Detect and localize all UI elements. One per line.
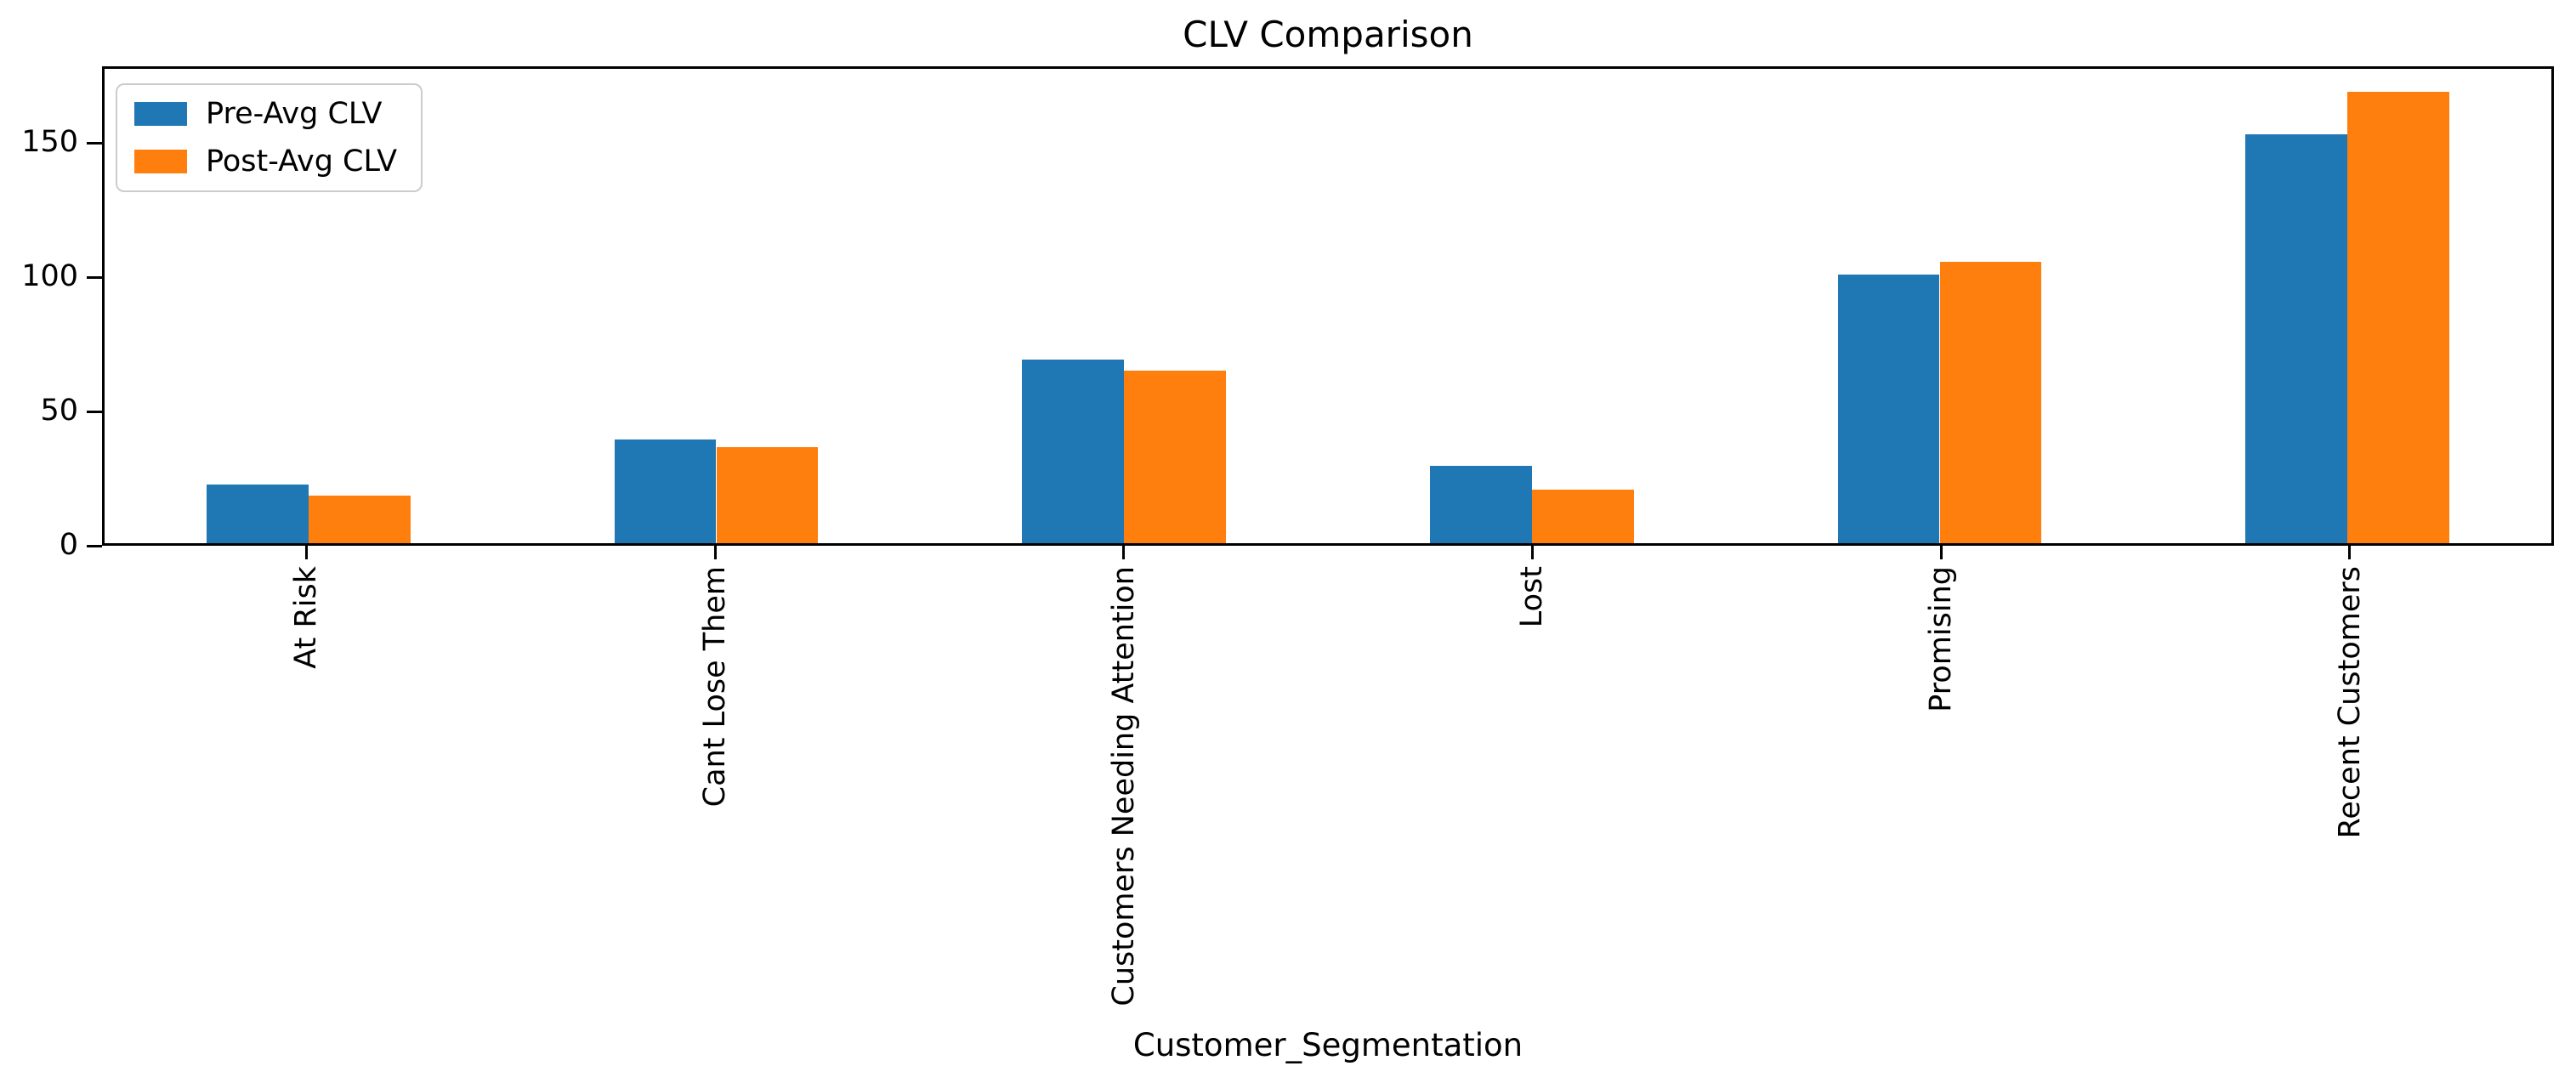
bar-post-avg-clv-4 xyxy=(1939,261,2042,543)
bar-post-avg-clv-3 xyxy=(1531,490,1634,543)
legend-label-post: Post-Avg CLV xyxy=(206,145,398,179)
bar-post-avg-clv-1 xyxy=(716,447,819,543)
x-tick-mark-5 xyxy=(2348,546,2352,559)
x-tick-label-2: Customers Needing Attention xyxy=(1106,566,1141,1006)
x-tick-label-3: Lost xyxy=(1515,566,1550,628)
bar-pre-avg-clv-2 xyxy=(1022,360,1125,543)
bar-post-avg-clv-2 xyxy=(1124,370,1227,543)
bar-pre-avg-clv-0 xyxy=(206,485,309,543)
bar-pre-avg-clv-5 xyxy=(2245,133,2348,543)
y-tick-label-2: 100 xyxy=(21,259,78,294)
x-tick-mark-2 xyxy=(1122,546,1126,559)
y-tick-label-0: 0 xyxy=(59,528,78,562)
x-tick-label-4: Promising xyxy=(1924,566,1958,712)
y-tick-label-3: 150 xyxy=(21,125,78,160)
chart-title: CLV Comparison xyxy=(1183,14,1473,55)
bar-pre-avg-clv-1 xyxy=(614,439,717,543)
x-tick-mark-3 xyxy=(1530,546,1534,559)
y-tick-mark-3 xyxy=(87,141,102,145)
legend-entry-0: Pre-Avg CLV xyxy=(134,97,397,131)
bar-pre-avg-clv-4 xyxy=(1837,275,1940,543)
y-tick-mark-2 xyxy=(87,275,102,279)
legend-label-pre: Pre-Avg CLV xyxy=(206,97,383,131)
x-tick-label-5: Recent Customers xyxy=(2332,566,2367,839)
x-tick-mark-0 xyxy=(304,546,308,559)
legend-swatch-post xyxy=(134,150,187,173)
y-tick-label-1: 50 xyxy=(40,394,78,428)
x-tick-label-1: Cant Lose Them xyxy=(698,566,732,808)
y-tick-mark-0 xyxy=(87,544,102,547)
plot-area: Pre-Avg CLV Post-Avg CLV xyxy=(102,66,2554,546)
legend-swatch-pre xyxy=(134,102,187,126)
legend: Pre-Avg CLV Post-Avg CLV xyxy=(116,83,423,192)
x-tick-mark-4 xyxy=(1939,546,1943,559)
legend-entry-1: Post-Avg CLV xyxy=(134,145,397,179)
bar-post-avg-clv-5 xyxy=(2347,91,2450,543)
y-tick-mark-1 xyxy=(87,410,102,413)
bar-post-avg-clv-0 xyxy=(308,495,411,543)
x-tick-mark-1 xyxy=(713,546,717,559)
x-axis-label: Customer_Segmentation xyxy=(1132,1027,1523,1063)
x-tick-label-0: At Risk xyxy=(289,566,324,669)
bar-pre-avg-clv-3 xyxy=(1429,466,1532,543)
